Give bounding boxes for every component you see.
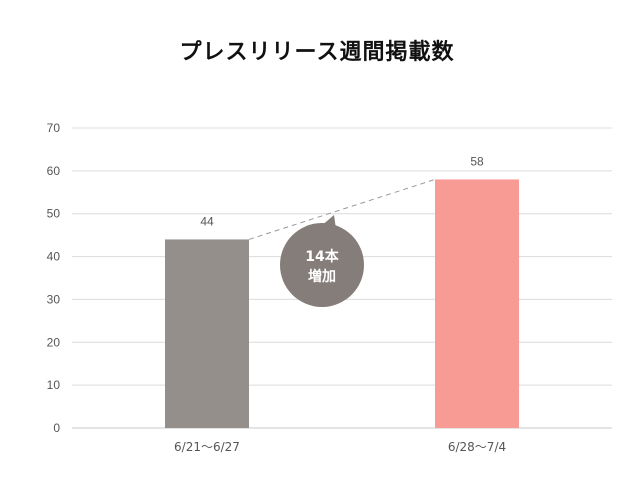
increase-connector-line (248, 178, 436, 240)
y-tick-label: 70 (47, 121, 61, 135)
y-tick-label: 50 (47, 207, 61, 221)
callout-text-line2: 増加 (308, 268, 336, 285)
y-tick-label: 10 (47, 378, 61, 392)
data-label: 44 (200, 214, 214, 228)
y-tick-label: 60 (47, 164, 61, 178)
bar (435, 179, 519, 428)
y-tick-label: 30 (47, 292, 61, 306)
callout-text-line1: 14本 (305, 248, 339, 265)
increase-callout-bubble (280, 223, 364, 307)
chart-title: プレスリリース週間掲載数 (179, 40, 455, 65)
data-label: 58 (470, 154, 484, 168)
x-tick-label: 6/28～7/4 (448, 440, 506, 454)
y-tick-label: 40 (47, 250, 61, 264)
callout-pointer (320, 215, 336, 229)
y-tick-label: 0 (53, 421, 60, 435)
y-tick-label: 20 (47, 335, 61, 349)
x-tick-label: 6/21～6/27 (174, 440, 240, 454)
bar (165, 239, 249, 428)
